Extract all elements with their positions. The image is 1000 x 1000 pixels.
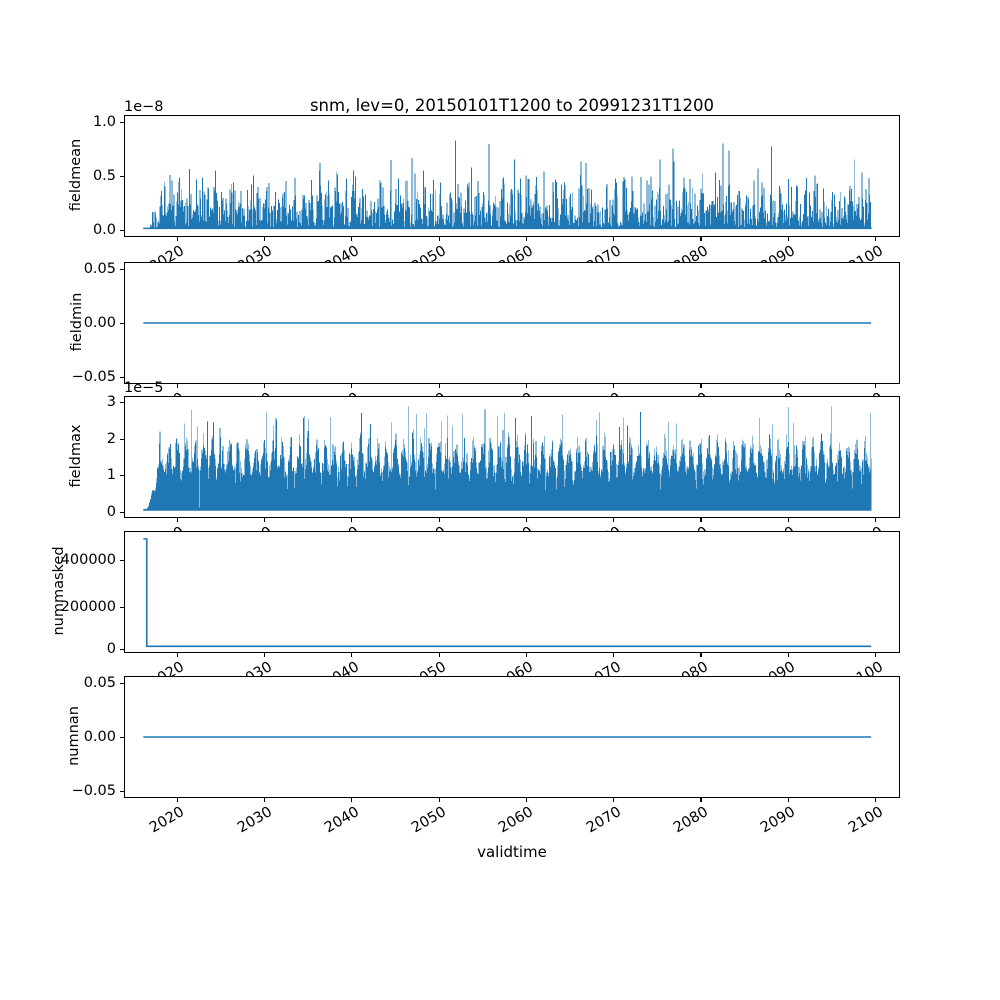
ytick-mark bbox=[119, 438, 124, 440]
xtick-mark bbox=[875, 236, 877, 241]
xtick-mark bbox=[176, 383, 178, 388]
xtick-mark bbox=[263, 517, 266, 522]
xtick-label: 2070 bbox=[583, 804, 624, 837]
xtick-mark bbox=[700, 517, 702, 522]
xtick-mark bbox=[875, 797, 877, 802]
xtick-mark bbox=[263, 383, 266, 388]
xtick-mark bbox=[787, 652, 789, 657]
ytick-mark bbox=[119, 682, 124, 684]
ytick-label: 2 bbox=[106, 431, 116, 447]
ytick-mark bbox=[119, 511, 124, 513]
ytick-label: 1.0 bbox=[92, 114, 116, 130]
xtick-mark bbox=[700, 652, 702, 657]
xtick-mark bbox=[351, 652, 353, 657]
ytick-label: 400000 bbox=[60, 552, 116, 568]
xtick-label: 2090 bbox=[758, 804, 799, 837]
xtick-label: 2100 bbox=[845, 804, 886, 837]
data-series-fieldmean bbox=[143, 140, 872, 230]
xtick-label: 2030 bbox=[234, 804, 275, 837]
xtick-mark bbox=[263, 236, 266, 241]
xtick-mark bbox=[613, 797, 615, 802]
ytick-mark bbox=[119, 268, 124, 270]
panel-fieldmean bbox=[124, 115, 900, 237]
xtick-mark bbox=[176, 236, 178, 241]
xtick-mark bbox=[613, 517, 615, 522]
xtick-label: 2060 bbox=[496, 804, 537, 837]
xtick-label: 2020 bbox=[147, 804, 188, 837]
chart-title: snm, lev=0, 20150101T1200 to 20991231T12… bbox=[309, 96, 715, 115]
xtick-mark bbox=[438, 236, 440, 241]
xtick-mark bbox=[700, 236, 702, 241]
xtick-label: 2080 bbox=[671, 804, 711, 837]
xtick-mark bbox=[351, 517, 353, 522]
xtick-mark bbox=[351, 797, 353, 802]
xtick-mark bbox=[875, 517, 877, 522]
ytick-label: 0.00 bbox=[83, 729, 116, 745]
xtick-mark bbox=[613, 383, 615, 388]
panel-fieldmax bbox=[124, 396, 900, 518]
ytick-mark bbox=[119, 559, 124, 561]
xtick-mark bbox=[525, 383, 527, 388]
panel-numnan bbox=[124, 676, 900, 798]
xtick-mark bbox=[438, 652, 440, 657]
xaxis-label: validtime bbox=[477, 843, 547, 861]
ytick-label: −0.05 bbox=[71, 369, 116, 385]
ytick-label: 0.05 bbox=[83, 261, 116, 277]
xtick-mark bbox=[613, 236, 615, 241]
xtick-mark bbox=[613, 652, 615, 657]
ytick-label: 0.05 bbox=[83, 675, 116, 691]
panel-nummasked bbox=[124, 531, 900, 653]
data-series-fieldmax bbox=[143, 406, 872, 511]
xtick-mark bbox=[875, 383, 877, 388]
xtick-mark bbox=[700, 383, 702, 388]
xtick-mark bbox=[525, 236, 527, 241]
xtick-mark bbox=[700, 797, 702, 802]
xtick-mark bbox=[176, 797, 178, 802]
xtick-label: 2050 bbox=[409, 804, 450, 837]
ytick-label: 0.00 bbox=[83, 315, 116, 331]
xtick-mark bbox=[351, 236, 353, 241]
ytick-label: 0.0 bbox=[92, 222, 116, 238]
ytick-mark bbox=[119, 401, 124, 403]
ytick-mark bbox=[119, 121, 124, 123]
xtick-mark bbox=[263, 652, 266, 657]
xtick-mark bbox=[438, 517, 440, 522]
ytick-mark bbox=[119, 229, 124, 231]
xtick-mark bbox=[787, 517, 789, 522]
ytick-mark bbox=[119, 322, 124, 324]
offset-text-fieldmax: 1e−5 bbox=[124, 380, 164, 396]
xtick-label: 2040 bbox=[321, 804, 362, 837]
xtick-mark bbox=[263, 797, 266, 802]
panel-fieldmin bbox=[124, 262, 900, 384]
xtick-mark bbox=[438, 383, 440, 388]
xtick-mark bbox=[351, 383, 353, 388]
ytick-label: −0.05 bbox=[71, 783, 116, 799]
ytick-mark bbox=[119, 474, 124, 476]
ytick-label: 0.5 bbox=[92, 168, 116, 184]
xtick-mark bbox=[787, 383, 789, 388]
ytick-mark bbox=[119, 790, 124, 792]
ytick-label: 0 bbox=[106, 641, 116, 657]
xtick-mark bbox=[875, 652, 877, 657]
xtick-mark bbox=[176, 517, 178, 522]
ytick-mark bbox=[119, 736, 124, 738]
xtick-mark bbox=[787, 797, 789, 802]
xtick-mark bbox=[525, 517, 527, 522]
ytick-label: 200000 bbox=[60, 599, 116, 615]
ytick-mark bbox=[119, 376, 124, 378]
xtick-mark bbox=[438, 797, 440, 802]
ytick-mark bbox=[119, 175, 124, 177]
ytick-label: 3 bbox=[106, 394, 116, 410]
data-series-nummasked bbox=[143, 538, 872, 648]
ytick-mark bbox=[119, 648, 124, 650]
xtick-mark bbox=[787, 236, 789, 241]
ytick-label: 1 bbox=[106, 467, 116, 483]
xtick-mark bbox=[525, 652, 527, 657]
xtick-mark bbox=[176, 652, 178, 657]
xtick-mark bbox=[525, 797, 527, 802]
ytick-label: 0 bbox=[106, 504, 116, 520]
ytick-mark bbox=[119, 606, 124, 608]
offset-text-fieldmean: 1e−8 bbox=[124, 99, 164, 115]
